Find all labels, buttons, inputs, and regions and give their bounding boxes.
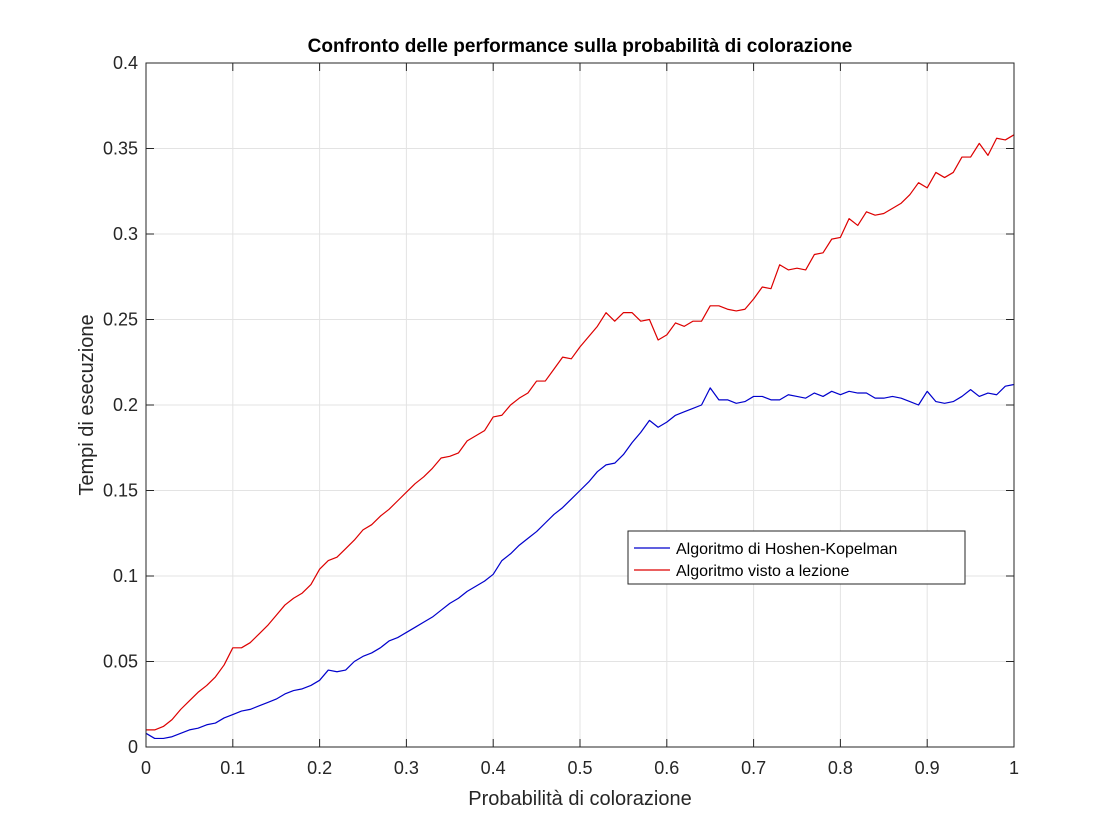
y-tick-label: 0.1 (113, 566, 138, 586)
y-tick-label: 0.25 (103, 310, 138, 330)
y-tick-label: 0.15 (103, 481, 138, 501)
plot-area: 0 0.1 0.2 0.3 0.4 0.5 0.6 0.7 0.8 0.9 1 0 0.05 0.1 0.1… (103, 53, 1019, 778)
x-tick-label: 0.9 (915, 758, 940, 778)
legend-label-visto-a-lezione: Algoritmo visto a lezione (676, 563, 850, 580)
x-tick-label: 1 (1009, 758, 1019, 778)
y-tick-label: 0.35 (103, 139, 138, 159)
series-group (145, 134, 1015, 740)
x-tick-label: 0.3 (394, 758, 419, 778)
y-tick-label: 0.05 (103, 652, 138, 672)
y-axis-label: Tempi di esecuzione (76, 314, 98, 495)
legend[interactable]: Algoritmo di Hoshen-Kopelman Algoritmo v… (627, 530, 966, 585)
x-tick-label: 0.7 (741, 758, 766, 778)
series-line-visto-a-lezione (146, 134, 1015, 731)
legend-label-hoshen-kopelman: Algoritmo di Hoshen-Kopelman (676, 541, 897, 558)
x-tick-label: 0.2 (307, 758, 332, 778)
chart-title: Confronto delle performance sulla probab… (308, 36, 853, 57)
x-tick-label: 0.4 (481, 758, 506, 778)
series-line-hoshen-kopelman (145, 383, 1015, 740)
x-tick-label: 0 (141, 758, 151, 778)
y-tick-label: 0.2 (113, 395, 138, 415)
x-tick-label: 0.6 (654, 758, 679, 778)
y-tick-label: 0.3 (113, 224, 138, 244)
x-axis-label: Probabilità di colorazione (468, 788, 691, 810)
x-tick-label: 0.8 (828, 758, 853, 778)
y-tick-label: 0.4 (113, 53, 138, 73)
ticks: 0 0.1 0.2 0.3 0.4 0.5 0.6 0.7 0.8 0.9 1 0 0.05 0.1 0.1… (103, 53, 1019, 778)
x-tick-label: 0.5 (567, 758, 592, 778)
legend-box (627, 530, 966, 585)
x-tick-label: 0.1 (220, 758, 245, 778)
y-tick-label: 0 (128, 737, 138, 757)
